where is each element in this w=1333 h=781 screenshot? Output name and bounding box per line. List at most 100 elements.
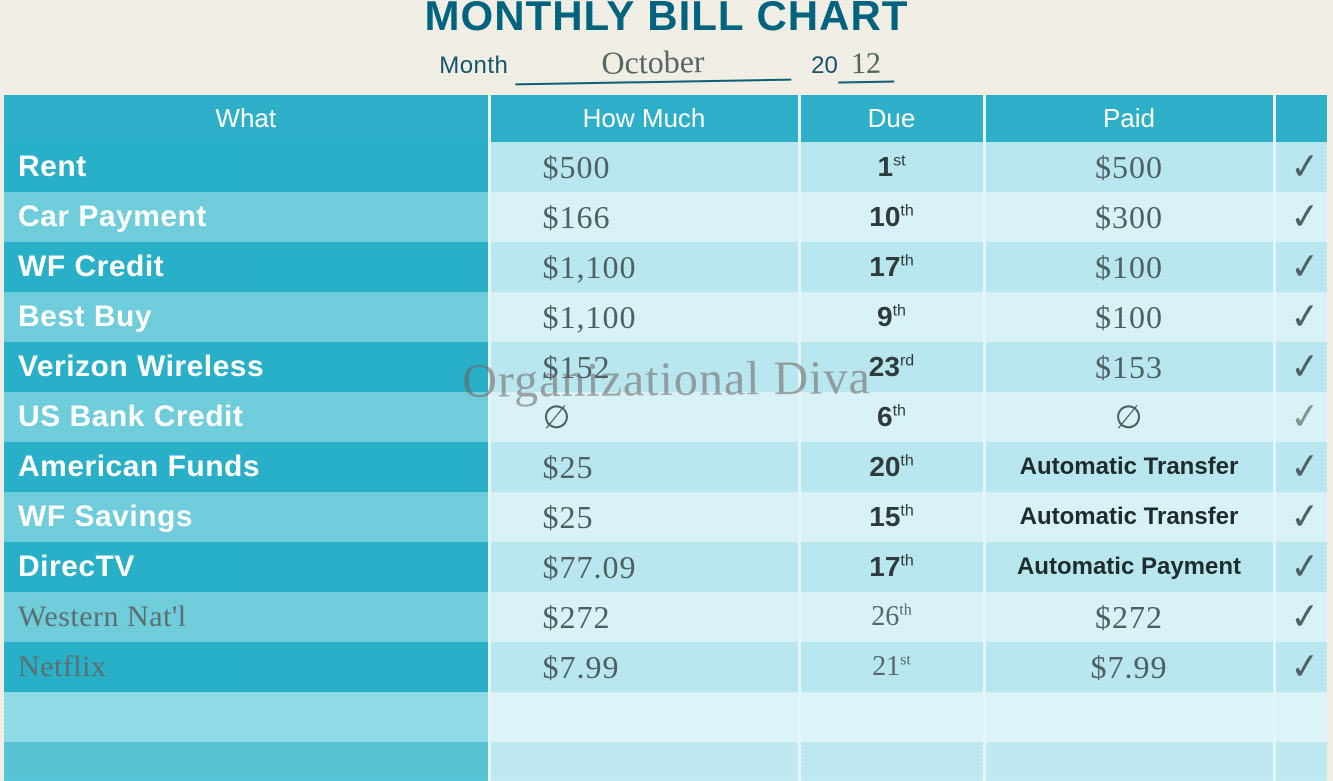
table-row: US Bank Credit∅6th∅✓ xyxy=(4,392,1327,442)
cell-check: ✓ xyxy=(1274,542,1327,592)
cell-check: ✓ xyxy=(1274,342,1327,392)
cell-blank xyxy=(984,692,1274,742)
cell-blank xyxy=(1274,742,1327,781)
bill-chart-page: { "title": "MONTHLY BILL CHART", "month_… xyxy=(0,0,1333,773)
cell-amount: $25 xyxy=(489,492,799,542)
cell-amount: ∅ xyxy=(489,392,799,442)
checkmark-icon: ✓ xyxy=(1287,445,1315,489)
checkmark-icon: ✓ xyxy=(1287,395,1315,439)
cell-paid: $100 xyxy=(984,242,1274,292)
cell-amount: $152 xyxy=(489,342,799,392)
cell-blank xyxy=(489,692,799,742)
cell-due: 21st xyxy=(799,642,984,692)
cell-paid: $7.99 xyxy=(984,642,1274,692)
table-header-row: What How Much Due Paid xyxy=(4,95,1327,142)
cell-amount: $77.09 xyxy=(489,542,799,592)
col-what: What xyxy=(4,95,489,142)
cell-what: DirecTV xyxy=(4,542,489,592)
cell-paid: Automatic Transfer xyxy=(984,442,1274,492)
checkmark-icon: ✓ xyxy=(1287,295,1315,339)
col-due: Due xyxy=(799,95,984,142)
cell-due: 1st xyxy=(799,142,984,192)
cell-check: ✓ xyxy=(1274,492,1327,542)
table-row: Netflix$7.9921st$7.99✓ xyxy=(4,642,1327,692)
cell-check: ✓ xyxy=(1274,292,1327,342)
cell-what: Car Payment xyxy=(4,192,489,242)
cell-blank xyxy=(4,692,489,742)
month-label: Month xyxy=(439,52,508,79)
cell-amount: $500 xyxy=(489,142,799,192)
col-check xyxy=(1274,95,1327,142)
cell-due: 9th xyxy=(799,292,984,342)
cell-check: ✓ xyxy=(1274,642,1327,692)
checkmark-icon: ✓ xyxy=(1287,595,1315,639)
checkmark-icon: ✓ xyxy=(1287,345,1315,389)
col-amount: How Much xyxy=(489,95,799,142)
cell-what: Verizon Wireless xyxy=(4,342,489,392)
cell-what: Rent xyxy=(4,142,489,192)
cell-check: ✓ xyxy=(1274,242,1327,292)
cell-paid: Automatic Payment xyxy=(984,542,1274,592)
table-row-blank xyxy=(4,692,1327,742)
checkmark-icon: ✓ xyxy=(1287,545,1315,589)
cell-paid: $100 xyxy=(984,292,1274,342)
cell-due: 26th xyxy=(799,592,984,642)
month-value: October xyxy=(515,42,792,86)
cell-amount: $166 xyxy=(489,192,799,242)
cell-blank xyxy=(489,742,799,781)
table-row: Car Payment$16610th$300 ✓ xyxy=(4,192,1327,242)
checkmark-icon: ✓ xyxy=(1287,645,1315,689)
cell-amount: $272 xyxy=(489,592,799,642)
checkmark-icon: ✓ xyxy=(1287,195,1315,239)
table-row: Verizon Wireless$15223rd$153✓ xyxy=(4,342,1327,392)
bill-table: What How Much Due Paid Rent$5001st$500✓C… xyxy=(4,95,1327,781)
cell-check: ✓ xyxy=(1274,442,1327,492)
cell-what: Western Nat'l xyxy=(4,592,489,642)
checkmark-icon: ✓ xyxy=(1287,245,1315,289)
chart-title: MONTHLY BILL CHART xyxy=(0,0,1333,40)
cell-amount: $1,100 xyxy=(489,292,799,342)
cell-paid: Automatic Transfer xyxy=(984,492,1274,542)
cell-paid: $500 xyxy=(984,142,1274,192)
cell-what: Best Buy xyxy=(4,292,489,342)
table-row: American Funds$2520thAutomatic Transfer ✓ xyxy=(4,442,1327,492)
cell-what: American Funds xyxy=(4,442,489,492)
cell-amount: $1,100 xyxy=(489,242,799,292)
table-row-blank xyxy=(4,742,1327,781)
table-row: Western Nat'l$27226th$272✓ xyxy=(4,592,1327,642)
cell-due: 20th xyxy=(799,442,984,492)
cell-what: WF Credit xyxy=(4,242,489,292)
table-row: Rent$5001st$500✓ xyxy=(4,142,1327,192)
cell-blank xyxy=(799,692,984,742)
cell-check: ✓ xyxy=(1274,142,1327,192)
cell-due: 17th xyxy=(799,242,984,292)
cell-paid: ∅ xyxy=(984,392,1274,442)
checkmark-icon: ✓ xyxy=(1287,495,1315,539)
table-row: WF Credit$1,10017th$100 ✓ xyxy=(4,242,1327,292)
checkmark-icon: ✓ xyxy=(1287,145,1315,189)
cell-check: ✓ xyxy=(1274,392,1327,442)
cell-due: 10th xyxy=(799,192,984,242)
cell-blank xyxy=(799,742,984,781)
cell-blank xyxy=(4,742,489,781)
cell-what: US Bank Credit xyxy=(4,392,489,442)
table-row: DirecTV$77.0917thAutomatic Payment ✓ xyxy=(4,542,1327,592)
cell-paid: $153 xyxy=(984,342,1274,392)
year-prefix: 20 xyxy=(811,52,838,79)
table-row: Best Buy$1,1009th$100 ✓ xyxy=(4,292,1327,342)
cell-paid: $300 xyxy=(984,192,1274,242)
cell-what: WF Savings xyxy=(4,492,489,542)
cell-due: 6th xyxy=(799,392,984,442)
cell-blank xyxy=(1274,692,1327,742)
cell-amount: $7.99 xyxy=(489,642,799,692)
month-line: Month October 2012 xyxy=(0,44,1333,83)
cell-check: ✓ xyxy=(1274,592,1327,642)
cell-check: ✓ xyxy=(1274,192,1327,242)
year-value: 12 xyxy=(837,47,894,84)
cell-blank xyxy=(984,742,1274,781)
cell-due: 17th xyxy=(799,542,984,592)
cell-due: 15th xyxy=(799,492,984,542)
col-paid: Paid xyxy=(984,95,1274,142)
cell-amount: $25 xyxy=(489,442,799,492)
cell-paid: $272 xyxy=(984,592,1274,642)
